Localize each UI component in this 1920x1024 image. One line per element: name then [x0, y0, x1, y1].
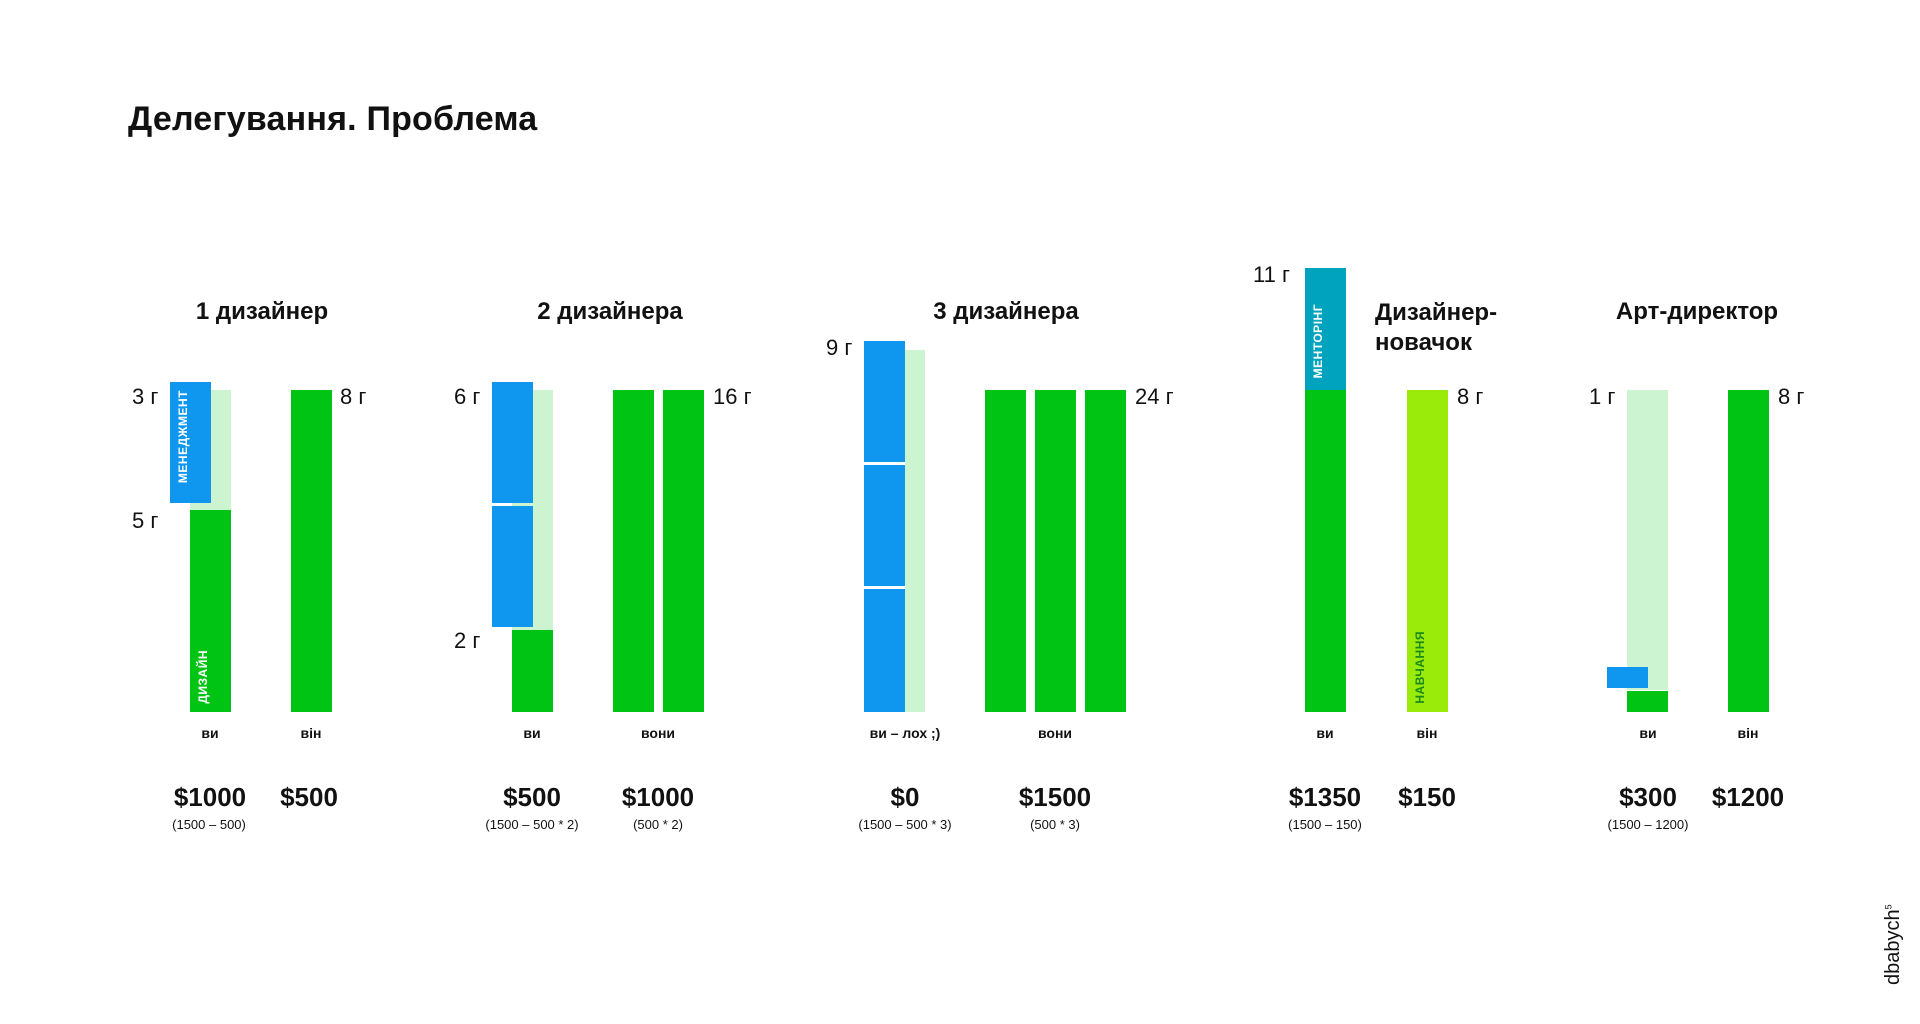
money-formula: (500 * 2)	[633, 817, 683, 832]
person-label: ви	[1639, 725, 1657, 741]
money-value: $1000	[621, 782, 695, 812]
money-value: $1350	[1288, 782, 1362, 812]
scenario-heading: 3 дизайнера	[933, 298, 1079, 325]
hours-label: 3 г	[132, 384, 159, 409]
mentoring-bar-label: МЕНТОРІНГ	[1311, 304, 1325, 379]
hours-label: 9 г	[826, 335, 853, 360]
hours-label: 8 г	[1778, 384, 1805, 409]
hours-label: 2 г	[454, 628, 481, 653]
design-bar	[1627, 691, 1668, 712]
design-bar-label: ДИЗАЙН	[196, 650, 210, 704]
management-bar: МЕНЕДЖМЕНТ	[170, 382, 211, 503]
hours-label: 1 г	[1589, 384, 1616, 409]
management-bar	[492, 506, 533, 627]
hours-label: 8 г	[340, 384, 367, 409]
learning-bar-label: НАВЧАННЯ	[1413, 631, 1427, 704]
mentoring-bar: МЕНТОРІНГ	[1305, 268, 1346, 390]
management-bar	[1607, 667, 1648, 688]
design-bar	[1305, 390, 1346, 712]
management-bar	[492, 382, 533, 503]
money-formula: (1500 – 150)	[1288, 817, 1362, 832]
design-bar	[512, 630, 553, 712]
employee-bar	[663, 390, 704, 712]
management-bar-label: МЕНЕДЖМЕНТ	[176, 390, 190, 484]
brand-logo-mark: 5	[1883, 904, 1894, 910]
employee-bar	[1085, 390, 1126, 712]
management-bar	[864, 465, 905, 586]
person-label: він	[300, 725, 322, 741]
hours-label: 8 г	[1457, 384, 1484, 409]
management-bar	[864, 341, 905, 462]
money-formula: (1500 – 500)	[172, 817, 246, 832]
free-time-bar	[905, 350, 925, 712]
person-label: ви – лох ;)	[869, 725, 941, 741]
money-value: $0	[890, 782, 920, 812]
money-value: $1500	[1018, 782, 1092, 812]
design-bar: ДИЗАЙН	[190, 510, 231, 712]
money-value: $500	[280, 782, 338, 812]
hours-label: 16 г	[713, 384, 752, 409]
employee-bar	[291, 390, 332, 712]
money-formula: (1500 – 1200)	[1607, 817, 1689, 832]
employee-bar	[613, 390, 654, 712]
person-label: він	[1737, 725, 1759, 741]
person-label: вони	[1037, 725, 1073, 741]
money-value: $1000	[173, 782, 247, 812]
free-time-bar	[1627, 390, 1668, 690]
brand-logo: dbabych5	[1882, 904, 1905, 985]
person-label: ви	[1316, 725, 1334, 741]
scenario-heading: 2 дизайнера	[537, 298, 683, 325]
brand-logo-text: dbabych	[1882, 909, 1904, 985]
money-formula: (1500 – 500 * 2)	[485, 817, 579, 832]
hours-label: 6 г	[454, 384, 481, 409]
management-bar	[864, 589, 905, 712]
money-formula: (1500 – 500 * 3)	[858, 817, 952, 832]
hours-label: 11 г	[1253, 262, 1290, 287]
learning-bar: НАВЧАННЯ	[1407, 390, 1448, 712]
employee-bar	[1035, 390, 1076, 712]
hours-label: 5 г	[132, 508, 159, 533]
employee-bar	[985, 390, 1026, 712]
person-label: ви	[523, 725, 541, 741]
money-value: $300	[1619, 782, 1677, 812]
person-label: вони	[640, 725, 676, 741]
page-title: Делегування. Проблема	[128, 100, 538, 138]
scenario-heading: 1 дизайнер	[195, 298, 329, 325]
money-value: $500	[503, 782, 561, 812]
money-formula: (500 * 3)	[1030, 817, 1080, 832]
money-value: $1200	[1711, 782, 1785, 812]
employee-bar	[1728, 390, 1769, 712]
person-label: ви	[201, 725, 219, 741]
hours-label: 24 г	[1135, 384, 1174, 409]
scenario-heading: Дизайнер-новачок	[1375, 299, 1498, 356]
scenario-heading: Арт-директор	[1615, 298, 1779, 325]
money-value: $150	[1398, 782, 1456, 812]
person-label: він	[1416, 725, 1438, 741]
